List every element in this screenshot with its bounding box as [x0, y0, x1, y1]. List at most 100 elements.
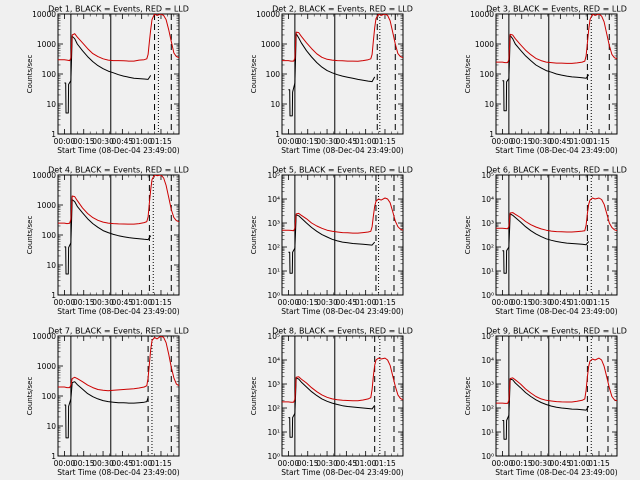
x-axis-label: Start Time (08-Dec-04 23:49:00) — [281, 307, 403, 316]
y-tick-label: 10000 — [32, 332, 56, 341]
event-rate-line — [288, 214, 376, 274]
x-tick-label: 00:45 — [112, 298, 134, 307]
x-tick-label: 01:00 — [569, 459, 591, 468]
y-tick-label: 10 — [46, 100, 56, 109]
x-axis-label: Start Time (08-Dec-04 23:49:00) — [57, 468, 179, 477]
plot-area — [58, 336, 179, 456]
y-tick-label: 1000 — [37, 362, 56, 371]
x-tick-label: 00:15 — [73, 298, 95, 307]
x-tick-label: 00:30 — [316, 298, 338, 307]
x-tick-label: 00:30 — [530, 298, 552, 307]
x-tick-label: 01:00 — [355, 459, 377, 468]
x-tick-label: 00:45 — [336, 137, 358, 146]
y-tick-label: 100 — [42, 392, 57, 401]
plot-area — [496, 14, 617, 134]
x-tick-label: 00:45 — [550, 298, 572, 307]
x-tick-label: 01:00 — [569, 137, 591, 146]
x-tick-label: 01:00 — [355, 298, 377, 307]
x-tick-label: 01:15 — [374, 298, 396, 307]
event-rate-line — [64, 35, 152, 114]
y-tick-label: 10000 — [32, 171, 56, 180]
panel-title: Det 3, BLACK = Events, RED = LLD — [486, 5, 627, 14]
panel-title: Det 5, BLACK = Events, RED = LLD — [272, 166, 413, 175]
y-tick-label: 1000 — [475, 40, 494, 49]
y-tick-label: 10³ — [267, 380, 280, 389]
y-tick-label: 10⁴ — [267, 195, 280, 204]
x-tick-label: 01:15 — [374, 459, 396, 468]
x-tick-label: 00:00 — [278, 298, 300, 307]
y-tick-label: 10² — [267, 243, 280, 252]
detector-panel-2: Det 2, BLACK = Events, RED = LLD 1 10 100 10… — [250, 5, 413, 156]
y-tick-label: 10² — [481, 404, 494, 413]
lld-rate-line — [58, 14, 179, 62]
x-axis-label: Start Time (08-Dec-04 23:49:00) — [495, 468, 617, 477]
lld-rate-line — [496, 197, 617, 233]
y-tick-label: 10⁴ — [267, 356, 280, 365]
y-tick-label: 10000 — [32, 10, 56, 19]
x-axis-label: Start Time (08-Dec-04 23:49:00) — [281, 468, 403, 477]
plot-area — [58, 14, 179, 134]
y-tick-label: 10⁰ — [481, 452, 494, 461]
x-tick-label: 01:00 — [131, 137, 153, 146]
panel-title: Det 1, BLACK = Events, RED = LLD — [48, 5, 189, 14]
y-tick-label: 100 — [480, 70, 495, 79]
y-tick-label: 10⁰ — [481, 291, 494, 300]
x-tick-label: 00:30 — [530, 137, 552, 146]
y-tick-label: 10 — [484, 100, 494, 109]
x-tick-label: 00:15 — [511, 298, 533, 307]
y-tick-label: 10¹ — [481, 428, 494, 437]
x-tick-label: 00:30 — [92, 137, 114, 146]
x-axis-label: Start Time (08-Dec-04 23:49:00) — [57, 146, 179, 155]
x-axis-label: Start Time (08-Dec-04 23:49:00) — [495, 146, 617, 155]
y-tick-label: 100 — [42, 231, 57, 240]
event-rate-line — [288, 377, 376, 438]
x-tick-label: 00:15 — [297, 459, 319, 468]
panel-title: Det 7, BLACK = Events, RED = LLD — [48, 327, 189, 336]
x-tick-label: 00:00 — [54, 459, 76, 468]
x-tick-label: 00:00 — [492, 137, 514, 146]
x-tick-label: 00:45 — [112, 137, 134, 146]
panel-title: Det 9, BLACK = Events, RED = LLD — [486, 327, 627, 336]
x-tick-label: 00:00 — [492, 298, 514, 307]
plot-frame — [495, 174, 618, 296]
y-axis-label: Counts/sec — [464, 216, 472, 255]
y-tick-label: 10 — [46, 261, 56, 270]
x-tick-label: 01:15 — [588, 459, 610, 468]
x-tick-label: 00:15 — [511, 137, 533, 146]
x-tick-label: 00:15 — [73, 459, 95, 468]
x-tick-label: 01:15 — [150, 298, 172, 307]
lld-rate-line — [496, 14, 617, 64]
event-rate-line — [288, 33, 376, 117]
y-tick-label: 10¹ — [481, 267, 494, 276]
y-tick-label: 1 — [489, 130, 494, 139]
y-tick-label: 100 — [266, 70, 281, 79]
event-rate-line — [502, 378, 590, 440]
y-tick-label: 10⁴ — [481, 195, 494, 204]
event-rate-line — [502, 35, 590, 112]
y-tick-label: 10² — [481, 243, 494, 252]
y-tick-label: 1000 — [37, 40, 56, 49]
x-tick-label: 01:15 — [588, 137, 610, 146]
x-tick-label: 00:15 — [297, 298, 319, 307]
y-tick-label: 1000 — [261, 40, 280, 49]
plot-area — [496, 175, 617, 295]
event-rate-line — [502, 213, 590, 274]
y-axis-label: Counts/sec — [26, 55, 34, 94]
y-tick-label: 10⁵ — [267, 332, 280, 341]
detector-panel-1: Det 1, BLACK = Events, RED = LLD 1 10 100 10… — [26, 5, 189, 156]
lld-rate-line — [282, 14, 403, 62]
event-rate-line — [64, 199, 152, 275]
plot-frame — [57, 174, 180, 296]
y-axis-label: Counts/sec — [26, 216, 34, 255]
x-tick-label: 00:45 — [336, 459, 358, 468]
x-tick-label: 00:30 — [530, 459, 552, 468]
plot-area — [282, 336, 403, 456]
y-tick-label: 10 — [46, 422, 56, 431]
x-tick-label: 00:45 — [550, 459, 572, 468]
lld-rate-line — [282, 357, 403, 403]
y-tick-label: 10⁰ — [267, 291, 280, 300]
y-tick-label: 10⁴ — [481, 356, 494, 365]
detector-panel-6: Det 6, BLACK = Events, RED = LLD 10⁰ 10¹ 10… — [464, 166, 627, 317]
lld-rate-line — [496, 357, 617, 404]
